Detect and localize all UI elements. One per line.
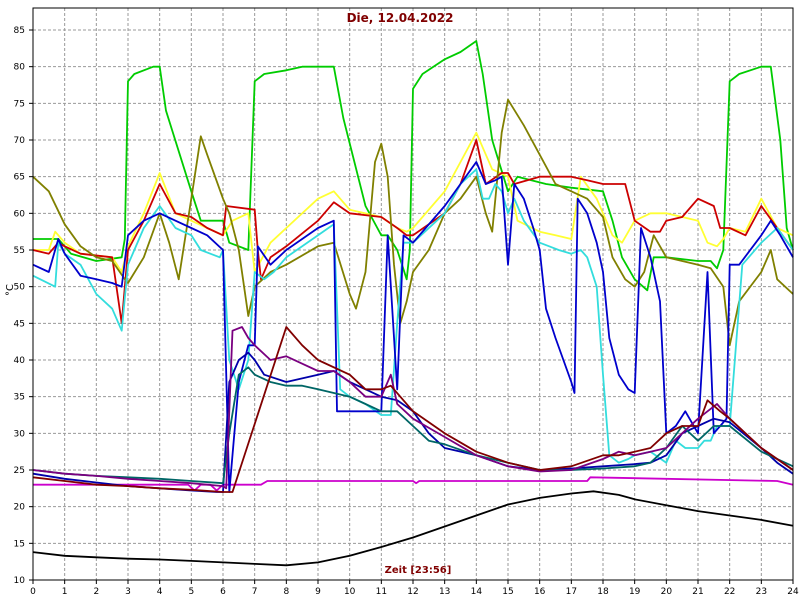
x-tick-label: 8 xyxy=(283,587,289,597)
series-line-4 xyxy=(32,139,794,325)
series-line-2 xyxy=(33,40,794,292)
y-tick-label: 40 xyxy=(14,356,26,366)
y-tick-label: 50 xyxy=(14,283,26,293)
series-line-1 xyxy=(33,476,794,492)
y-tick-label: 20 xyxy=(14,503,26,513)
y-axis-label: °C xyxy=(5,284,16,296)
series-line-10 xyxy=(32,326,794,490)
x-tick-label: 18 xyxy=(597,587,609,597)
x-tick-label: 3 xyxy=(125,587,131,597)
x-tick-label: 7 xyxy=(252,587,258,597)
series-line-11 xyxy=(32,326,794,493)
y-tick-label: 15 xyxy=(14,539,25,549)
x-tick-label: 4 xyxy=(157,587,163,597)
x-tick-label: 2 xyxy=(93,587,99,597)
y-tick-label: 30 xyxy=(14,429,26,439)
x-tick-label: 17 xyxy=(566,587,577,597)
x-tick-label: 13 xyxy=(439,587,450,597)
y-tick-label: 35 xyxy=(14,393,25,403)
x-tick-label: 6 xyxy=(220,587,226,597)
x-tick-label: 5 xyxy=(188,587,194,597)
y-tick-label: 25 xyxy=(14,466,25,476)
tick-labels: 0 1 2 3 4 5 6 7 8 9 10 11 12 13 14 15 16 17 18 19 20 21 22 23 24… xyxy=(14,26,799,597)
x-tick-label: 10 xyxy=(344,587,356,597)
x-axis-label: Zeit [23:56] xyxy=(385,565,452,576)
x-tick-label: 9 xyxy=(315,587,321,597)
series-line-6 xyxy=(32,168,794,464)
x-tick-label: 19 xyxy=(629,587,641,597)
y-tick-label: 80 xyxy=(14,63,26,73)
grid xyxy=(29,8,794,584)
series-line-0 xyxy=(32,490,794,567)
x-tick-label: 0 xyxy=(30,587,36,597)
x-tick-label: 16 xyxy=(534,587,546,597)
plot-frame xyxy=(32,7,794,581)
series-line-7 xyxy=(32,161,794,493)
series-group xyxy=(32,40,794,567)
x-tick-label: 22 xyxy=(724,587,735,597)
x-tick-label: 14 xyxy=(471,587,483,597)
x-tick-label: 21 xyxy=(692,587,703,597)
y-tick-label: 10 xyxy=(14,576,26,586)
x-tick-label: 1 xyxy=(62,587,68,597)
x-tick-label: 12 xyxy=(407,587,418,597)
series-line-3 xyxy=(33,131,794,273)
x-tick-label: 20 xyxy=(661,587,673,597)
y-tick-label: 70 xyxy=(14,136,26,146)
y-tick-label: 55 xyxy=(14,246,25,256)
chart-title: Die, 12.04.2022 xyxy=(347,11,454,25)
y-tick-label: 85 xyxy=(14,26,25,36)
x-tick-label: 24 xyxy=(787,587,799,597)
y-tick-label: 75 xyxy=(14,99,25,109)
x-tick-label: 23 xyxy=(756,587,767,597)
x-tick-label: 15 xyxy=(502,587,513,597)
y-tick-label: 45 xyxy=(14,319,25,329)
y-tick-label: 60 xyxy=(14,209,26,219)
y-tick-label: 65 xyxy=(14,173,25,183)
x-tick-label: 11 xyxy=(376,587,387,597)
